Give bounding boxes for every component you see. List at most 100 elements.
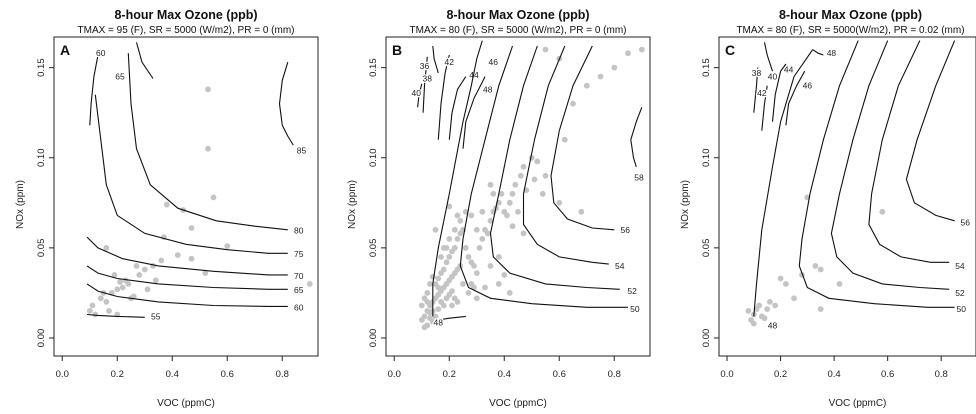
data-point [144, 286, 151, 293]
data-point [141, 266, 148, 273]
data-point [205, 86, 211, 93]
data-point [487, 181, 494, 188]
data-point [432, 226, 439, 233]
data-point [570, 100, 576, 107]
data-point [427, 281, 433, 287]
data-point [424, 290, 431, 296]
data-point [495, 281, 502, 287]
contour-line [459, 45, 628, 308]
contour-line [905, 40, 956, 222]
data-point [836, 281, 843, 287]
plot-frame [53, 36, 319, 357]
data-point [791, 295, 797, 302]
contour-line [763, 42, 774, 72]
data-point [611, 64, 618, 71]
data-point [114, 286, 121, 293]
panel-title: 8-hour Max Ozone (ppb) [114, 8, 257, 22]
data-point [443, 259, 450, 266]
data-point [471, 263, 477, 269]
contour-line [489, 45, 620, 290]
contour-line [94, 94, 288, 254]
data-point [515, 208, 521, 215]
data-point [528, 154, 535, 161]
contour-label: 42 [445, 57, 455, 67]
panel-label: B [392, 42, 402, 58]
contour-label: 46 [803, 81, 813, 91]
contour-line [812, 49, 824, 56]
y-tick-label: 0.15 [368, 58, 379, 77]
data-point [435, 306, 442, 312]
data-point [454, 299, 461, 305]
y-axis-label: NOx (ppm) [680, 180, 691, 229]
data-point [482, 284, 488, 291]
contour-label: 65 [115, 72, 125, 82]
contour-label: 48 [483, 84, 493, 94]
data-point [224, 243, 231, 250]
data-point [103, 245, 110, 251]
data-point [424, 322, 431, 329]
data-point [476, 245, 483, 251]
data-point [306, 281, 313, 287]
y-tick-label: 0.05 [368, 239, 379, 258]
y-axis-label: NOx (ppm) [15, 180, 26, 229]
y-tick-label: 0.05 [701, 239, 712, 258]
contour-label: 54 [615, 261, 625, 271]
data-point [512, 181, 519, 188]
data-point [460, 281, 466, 287]
data-point [136, 272, 143, 278]
contour-label: 75 [294, 249, 304, 259]
contour-line [89, 54, 99, 126]
contour-label: 46 [489, 57, 499, 67]
plot-frame [385, 36, 651, 357]
data-point [495, 254, 502, 260]
data-point [487, 217, 494, 224]
data-point [520, 163, 527, 170]
y-tick-label: 0.00 [701, 329, 712, 348]
data-point [106, 308, 112, 314]
contour-label: 70 [294, 271, 304, 281]
panel-subtitle: TMAX = 80 (F), SR = 5000 (W/m2), PR = 0 … [410, 25, 627, 36]
data-point [479, 208, 486, 215]
x-tick-label: 0.4 [498, 369, 511, 380]
data-point [638, 46, 645, 53]
x-tick-label: 0.6 [221, 369, 234, 380]
contour-label: 50 [957, 304, 967, 314]
contour-label: 44 [784, 64, 794, 74]
contour-line [550, 45, 615, 231]
contour-label: 80 [294, 226, 304, 236]
x-tick-label: 0.2 [443, 369, 456, 380]
contour-label: 56 [621, 225, 631, 235]
contour-line [135, 42, 154, 79]
data-point [597, 73, 604, 80]
x-tick-label: 0.6 [881, 369, 894, 380]
data-point [578, 208, 585, 215]
x-tick-label: 0.0 [388, 369, 401, 380]
data-point [449, 302, 455, 309]
contour-line [422, 56, 428, 113]
data-point [501, 272, 508, 278]
plot-frame [718, 36, 976, 357]
data-point [465, 254, 472, 260]
data-point [484, 230, 491, 237]
panel-subtitle: TMAX = 95 (F), SR = 5000 (W/m2), PR = 0 … [78, 25, 295, 36]
data-point [625, 50, 631, 57]
data-point [462, 245, 469, 251]
y-tick-label: 0.05 [36, 239, 47, 258]
data-point [457, 217, 464, 224]
contour-label: 38 [752, 68, 762, 78]
data-point [86, 308, 93, 314]
contour-label: 48 [768, 320, 778, 330]
contour-line [278, 62, 294, 146]
panel-subtitle: TMAX = 80 (F), SR = 5000(W/m2), PR = 0.0… [736, 25, 964, 36]
contour-line [438, 315, 466, 321]
data-point [454, 212, 461, 219]
data-point [117, 279, 123, 285]
data-point [473, 295, 480, 302]
panel-title: 8-hour Max Ozone (ppb) [779, 8, 922, 22]
data-point [756, 302, 763, 309]
contour-label: 52 [627, 286, 637, 296]
data-point [542, 46, 549, 53]
data-point [205, 145, 211, 152]
data-point [817, 306, 824, 312]
